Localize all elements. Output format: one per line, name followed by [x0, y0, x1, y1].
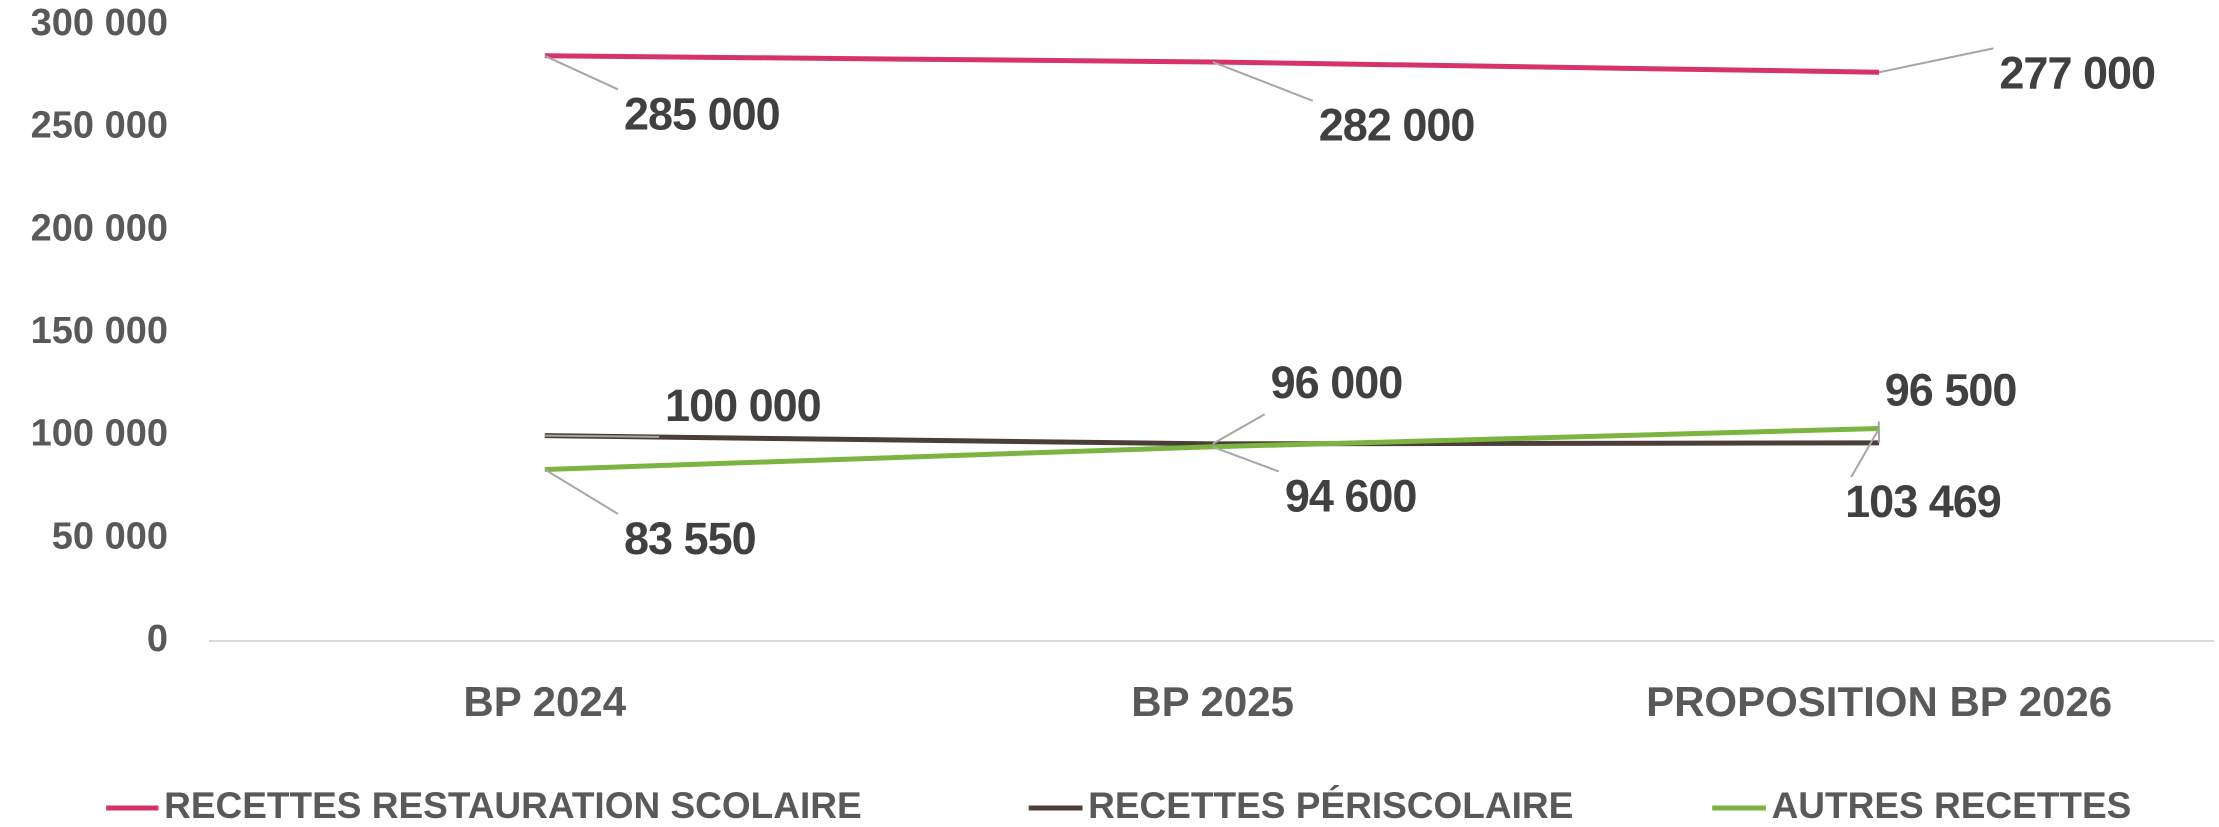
y-tick-label: 150 000	[31, 310, 168, 352]
data-label: 285 000	[624, 88, 780, 139]
leader-line	[544, 434, 660, 438]
y-tick-label: 50 000	[52, 515, 168, 557]
y-tick-label: 100 000	[31, 413, 168, 455]
y-tick-label: 250 000	[31, 105, 168, 147]
data-label: 282 000	[1319, 100, 1475, 151]
data-label: 94 600	[1285, 470, 1417, 521]
leader-line	[1850, 428, 1880, 478]
data-label: 96 000	[1271, 357, 1403, 408]
data-label: 83 550	[624, 513, 756, 564]
y-tick-label: 200 000	[31, 207, 168, 249]
x-tick-label: PROPOSITION BP 2026	[1646, 678, 2112, 725]
data-label: 100 000	[665, 380, 821, 431]
leader-line	[1212, 61, 1314, 102]
series-line	[544, 53, 1880, 75]
data-label: 103 469	[1845, 476, 2001, 527]
legend-label: RECETTES PÉRISCOLAIRE	[1088, 785, 1573, 826]
leader-line	[1878, 47, 1994, 74]
data-label: 277 000	[1999, 47, 2155, 98]
y-tick-label: 0	[147, 618, 168, 660]
x-tick-label: BP 2024	[463, 678, 626, 725]
leader-line	[1212, 413, 1266, 445]
leader-line	[544, 54, 619, 91]
data-label: 96 500	[1885, 364, 2017, 415]
series-line	[544, 426, 1880, 472]
legend-label: RECETTES RESTAURATION SCOLAIRE	[164, 785, 862, 826]
x-tick-label: BP 2025	[1131, 678, 1294, 725]
series-line	[544, 433, 1880, 447]
leader-line	[544, 468, 619, 515]
legend-label: AUTRES RECETTES	[1772, 785, 2132, 826]
leader-line	[1212, 445, 1280, 473]
y-tick-label: 300 000	[31, 2, 168, 44]
